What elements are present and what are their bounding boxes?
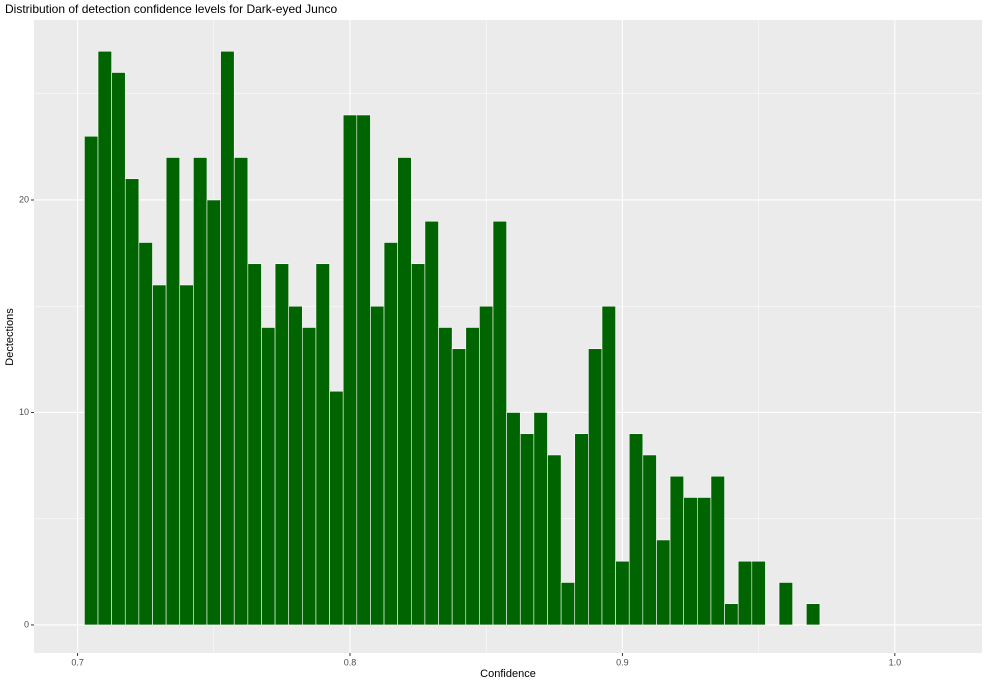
bar xyxy=(247,263,262,626)
y-tick-label: 20 xyxy=(19,194,29,204)
x-tick-label: 0.9 xyxy=(616,657,629,667)
bar xyxy=(193,157,208,626)
y-tick-label: 10 xyxy=(19,407,29,417)
y-axis-label: Dectections xyxy=(4,308,16,366)
bar xyxy=(220,50,235,626)
bar xyxy=(124,178,140,626)
bar xyxy=(642,454,657,626)
bar xyxy=(233,157,249,626)
bar xyxy=(302,327,317,626)
bar xyxy=(111,72,126,626)
bar xyxy=(329,390,344,626)
bar xyxy=(451,348,467,626)
bar xyxy=(274,263,290,626)
bar xyxy=(669,475,685,626)
bar xyxy=(533,412,548,626)
bar xyxy=(479,305,494,626)
bar xyxy=(261,327,276,626)
bar xyxy=(397,157,412,626)
bar xyxy=(697,497,712,626)
bar xyxy=(84,135,99,626)
bar xyxy=(628,433,644,626)
chart-title: Distribution of detection confidence lev… xyxy=(5,2,338,16)
bar xyxy=(410,263,426,626)
bar xyxy=(683,497,698,626)
bar xyxy=(152,284,167,626)
bar xyxy=(724,603,739,626)
x-tick-label: 0.7 xyxy=(71,657,84,667)
bar xyxy=(97,50,112,626)
bar xyxy=(179,284,194,626)
bar xyxy=(778,582,793,626)
bar xyxy=(492,220,507,626)
x-tick-label: 0.8 xyxy=(344,657,357,667)
bar xyxy=(438,327,453,626)
x-tick-label: 1.0 xyxy=(889,657,902,667)
bar xyxy=(356,114,371,626)
bar xyxy=(710,475,725,626)
bar xyxy=(288,305,303,626)
bar xyxy=(315,263,330,626)
bar xyxy=(519,433,535,626)
bar xyxy=(165,157,181,626)
bar xyxy=(615,560,630,626)
bar xyxy=(601,305,616,626)
bar xyxy=(506,412,521,626)
x-axis-label: Confidence xyxy=(480,668,536,680)
bar xyxy=(737,560,753,626)
bar xyxy=(574,433,589,626)
bar xyxy=(342,114,358,626)
bar xyxy=(656,539,671,626)
bar xyxy=(138,242,153,626)
bar xyxy=(547,454,562,626)
bar xyxy=(370,305,385,626)
bar xyxy=(383,242,398,626)
bar xyxy=(424,220,439,626)
bar xyxy=(751,560,766,626)
y-tick-label: 0 xyxy=(24,619,29,629)
bar xyxy=(206,199,221,626)
bar xyxy=(465,327,480,626)
bar xyxy=(805,603,821,626)
bar xyxy=(560,582,576,626)
bar xyxy=(588,348,603,626)
